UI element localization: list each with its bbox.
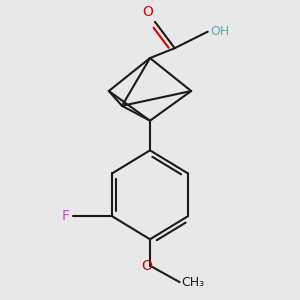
- Text: CH₃: CH₃: [181, 276, 204, 289]
- Text: O: O: [142, 5, 153, 19]
- Text: O: O: [141, 259, 152, 273]
- Text: OH: OH: [210, 25, 230, 38]
- Text: F: F: [61, 209, 69, 223]
